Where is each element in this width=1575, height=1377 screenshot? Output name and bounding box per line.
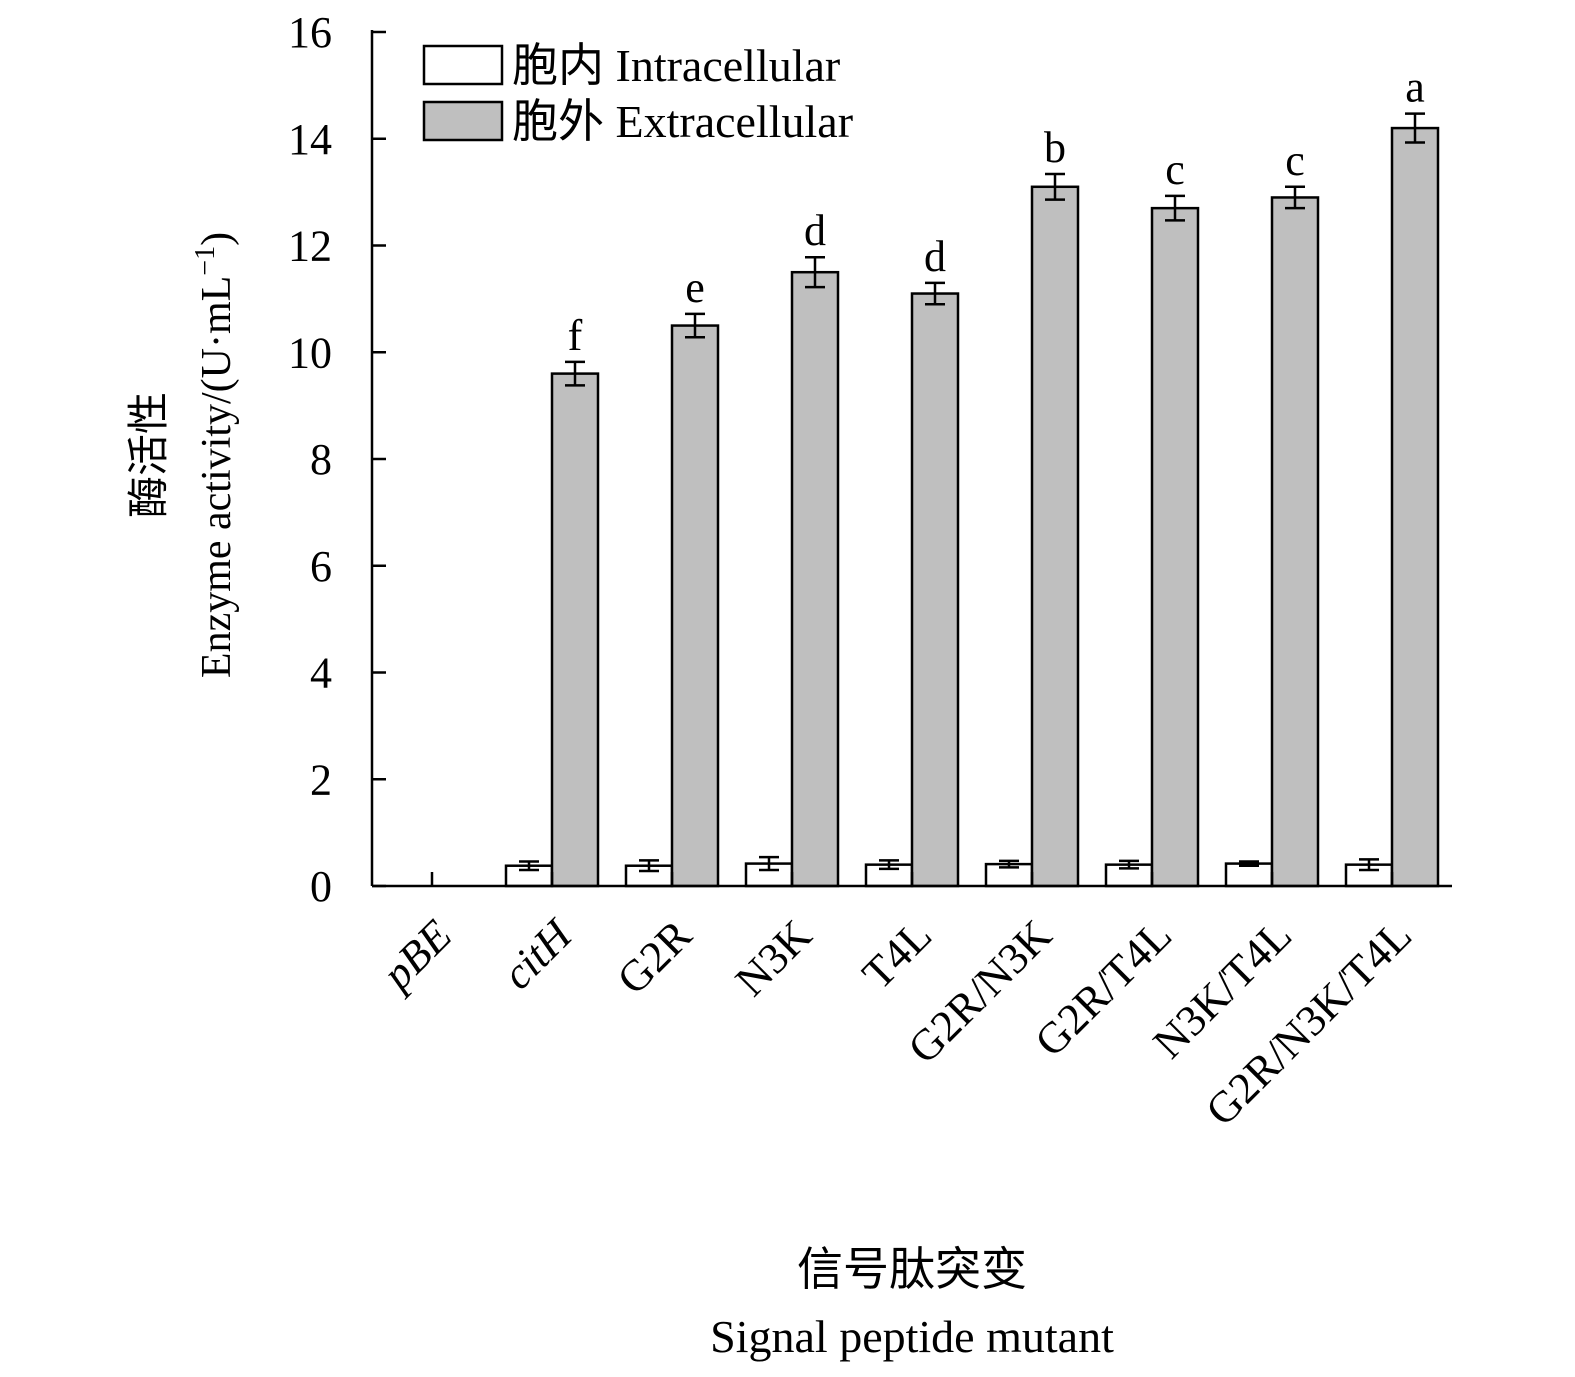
x-axis-label-cn: 信号肽突变 <box>797 1244 1027 1295</box>
y-tick-label: 4 <box>310 649 332 698</box>
significance-label: d <box>924 232 946 281</box>
bars: f e d d b c c a <box>504 63 1440 888</box>
axes <box>370 30 1452 888</box>
y-axis-label-exponent: −1 <box>190 246 221 276</box>
y-tick-label: 6 <box>310 542 332 591</box>
legend-swatch <box>422 44 504 86</box>
y-axis-label-en: Enzyme activity/(U·mL−1) <box>190 232 240 678</box>
extracellular-bar <box>550 372 600 888</box>
extracellular-bar <box>670 324 720 888</box>
y-axis-label-en-main: Enzyme activity/(U·mL <box>194 276 240 678</box>
significance-label: e <box>685 263 705 312</box>
significance-label: b <box>1044 123 1066 172</box>
x-tick-label: G2R/N3K/T4L <box>1196 910 1421 1135</box>
significance-label: c <box>1165 145 1185 194</box>
extracellular-bar <box>1150 206 1200 888</box>
extracellular-bar <box>910 292 960 888</box>
y-axis-ticks: 0 2 4 6 8 10 12 14 16 <box>288 8 386 911</box>
legend-swatch <box>422 100 504 142</box>
significance-label: c <box>1285 136 1305 185</box>
x-tick-label: pBE <box>371 910 461 1000</box>
y-tick-label: 16 <box>288 8 332 57</box>
y-tick-label: 2 <box>310 755 332 804</box>
x-tick-label: G2R <box>608 910 702 1004</box>
extracellular-bar <box>1390 126 1440 888</box>
y-tick-label: 0 <box>310 862 332 911</box>
x-axis-tick-labels: pBE citH G2R N3K T4LG2R/N3KG2R/T4LN3K/T4LG2R… <box>371 909 1421 1135</box>
y-tick-label: 12 <box>288 222 332 271</box>
significance-label: a <box>1405 63 1425 112</box>
y-tick-label: 14 <box>288 115 332 164</box>
significance-label: d <box>804 206 826 255</box>
x-axis-label-en: Signal peptide mutant <box>710 1311 1114 1362</box>
x-tick-label: T4L <box>853 910 941 998</box>
y-tick-label: 8 <box>310 435 332 484</box>
extracellular-bar <box>1270 196 1320 888</box>
extracellular-bar <box>790 270 840 888</box>
legend-label: 胞内 Intracellular <box>512 40 840 91</box>
significance-label: f <box>568 311 583 360</box>
legend-label: 胞外 Extracellular <box>512 96 853 147</box>
y-tick-label: 10 <box>288 328 332 377</box>
extracellular-bar <box>1030 185 1080 888</box>
x-tick-label: N3K <box>726 910 821 1005</box>
x-tick-label: citH <box>493 909 583 999</box>
y-axis-label-close: ) <box>194 232 240 246</box>
y-axis-label-cn: 酶活性 <box>127 392 173 518</box>
